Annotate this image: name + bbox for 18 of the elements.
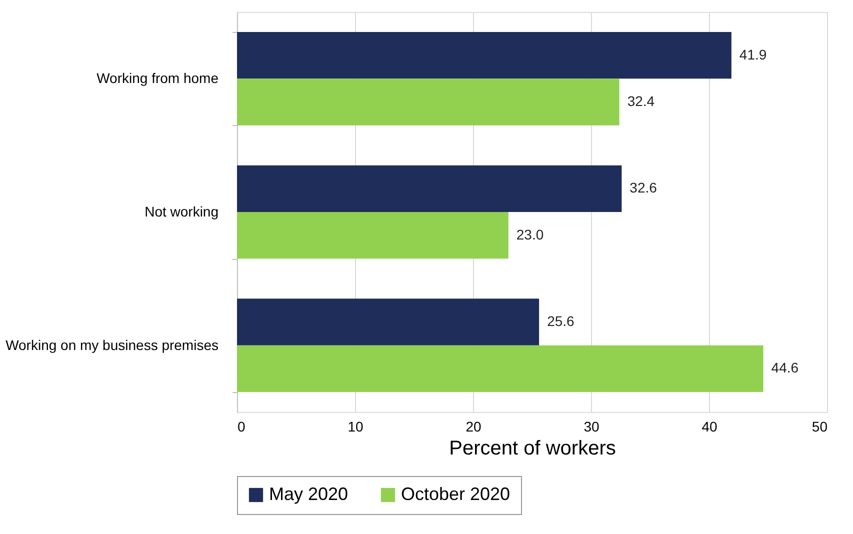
data-label: 32.6 bbox=[630, 180, 658, 196]
data-label: 32.4 bbox=[627, 93, 655, 109]
data-label: 23.0 bbox=[516, 226, 544, 242]
x-tick-label: 10 bbox=[348, 418, 364, 434]
x-tick-label: 20 bbox=[466, 418, 482, 434]
x-tick-label: 30 bbox=[584, 418, 600, 434]
x-tick-label: 50 bbox=[812, 418, 828, 434]
x-tick-label: 40 bbox=[702, 418, 718, 434]
data-label: 25.6 bbox=[547, 313, 575, 329]
y-tick-label: Working on my business premises bbox=[6, 336, 218, 353]
legend-label: May 2020 bbox=[269, 484, 348, 504]
data-label: 41.9 bbox=[739, 46, 767, 62]
x-axis-title: Percent of workers bbox=[449, 438, 616, 460]
x-tick-label: 0 bbox=[238, 418, 246, 434]
y-tick-label: Not working bbox=[144, 204, 218, 220]
y-tick-label: Working from home bbox=[96, 70, 219, 86]
data-label: 44.6 bbox=[771, 360, 799, 376]
legend-label: October 2020 bbox=[401, 484, 510, 504]
